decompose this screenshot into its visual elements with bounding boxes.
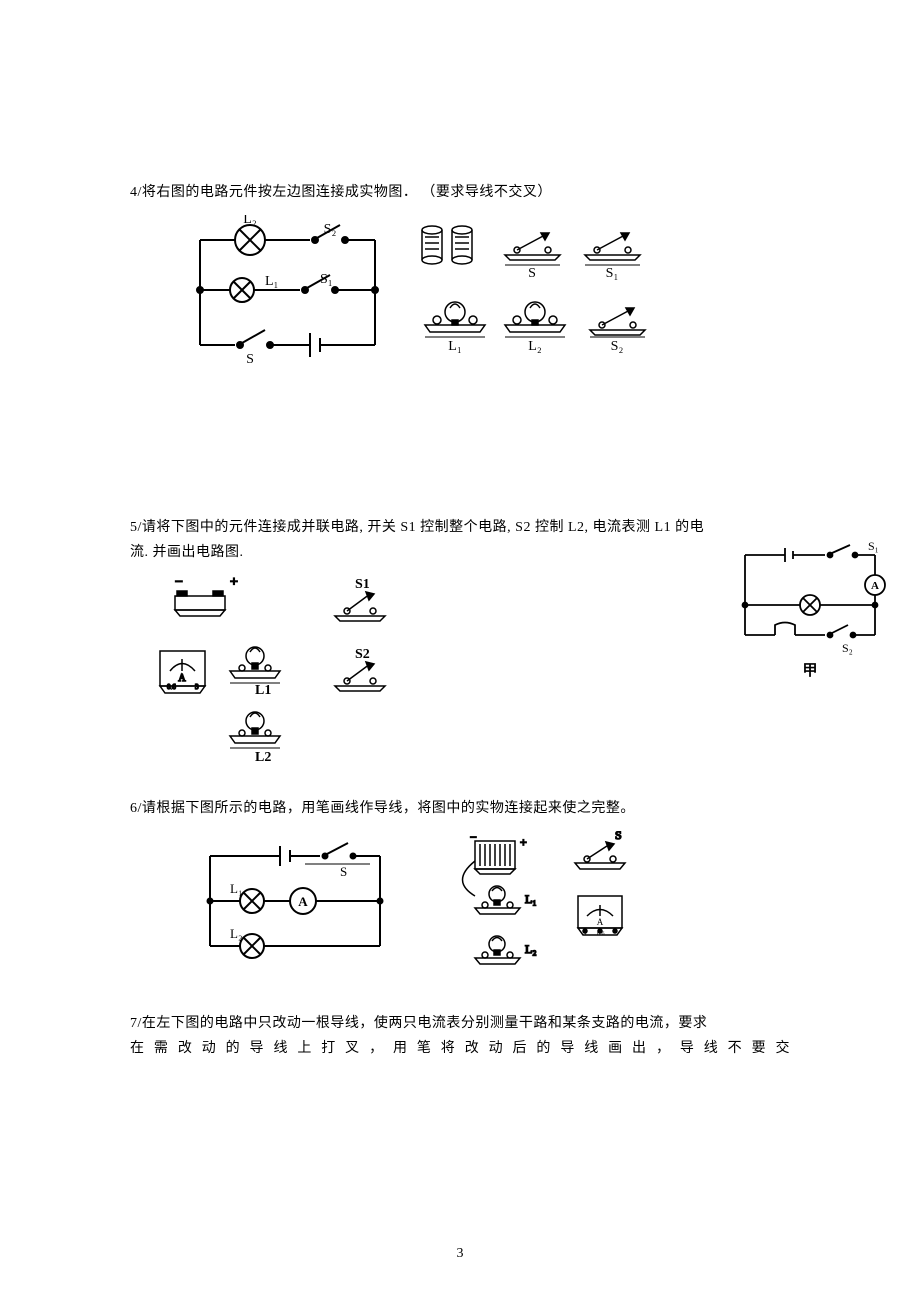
p6p-L1: L₁	[525, 892, 537, 906]
problem-5: 5/请将下图中的元件连接成并联电路, 开关 S1 控制整个电路, S2 控制 L…	[130, 515, 790, 765]
comp-label-L2: L₂	[528, 339, 542, 354]
problem-5-text: 5/请将下图中的元件连接成并联电路, 开关 S1 控制整个电路, S2 控制 L…	[130, 515, 790, 565]
problem-6-figures: A L₁ L₂ S	[190, 831, 790, 981]
comp5-S1: S1	[355, 577, 370, 592]
label-S1: S₁	[320, 272, 333, 287]
page-number: 3	[457, 1246, 464, 1262]
svg-text:0.6: 0.6	[167, 683, 176, 691]
svg-text:3: 3	[195, 683, 199, 691]
comp-label-S: S	[528, 266, 536, 281]
comp5-L1: L1	[255, 683, 271, 698]
problem-5-line1: 5/请将下图中的元件连接成并联电路, 开关 S1 控制整个电路, S2 控制 L…	[130, 520, 704, 535]
svg-text:−: −	[175, 576, 183, 590]
side-S1: S₁	[868, 540, 879, 553]
problem-7: 7/在左下图的电路中只改动一根导线，使两只电流表分别测量干路和某条支路的电流，要…	[130, 1011, 790, 1061]
svg-text:A: A	[871, 580, 879, 592]
problem-4: 4/将右图的电路元件按左边图连接成实物图． （要求导线不交叉）	[130, 180, 790, 365]
svg-text:+: +	[520, 835, 527, 849]
problem-7-line2: 在 需 改 动 的 导 线 上 打 叉 ， 用 笔 将 改 动 后 的 导 线 …	[130, 1036, 790, 1061]
comp-label-S2: S₂	[611, 339, 624, 354]
problem-7-line1: 7/在左下图的电路中只改动一根导线，使两只电流表分别测量干路和某条支路的电流，要…	[130, 1016, 707, 1031]
svg-text:−: −	[470, 831, 477, 844]
comp5-L2: L2	[255, 750, 271, 765]
comp-label-S1: S₁	[606, 266, 619, 281]
side-S2: S₂	[842, 641, 853, 655]
p6-L2: L₂	[230, 926, 242, 941]
p6-S: S	[340, 864, 347, 879]
problem-4-components: S S₁ L₁ L₂ S₂	[410, 215, 690, 365]
comp5-S2: S2	[355, 647, 370, 662]
svg-text:+: +	[230, 576, 238, 590]
problem-4-schematic: L₂ S₂ L₁ S₁ S	[180, 215, 390, 365]
svg-text:A: A	[298, 894, 308, 909]
label-L2: L₂	[243, 215, 257, 227]
problem-6-text: 6/请根据下图所示的电路，用笔画线作导线，将图中的实物连接起来使之完整。	[130, 796, 790, 821]
problem-5-side-schematic: A	[730, 540, 890, 685]
label-L1: L₁	[265, 274, 278, 289]
side-caption: 甲	[802, 662, 817, 679]
problem-4-figures: L₂ S₂ L₁ S₁ S	[180, 215, 790, 365]
problem-5-components: − +	[145, 576, 425, 766]
comp-label-L1: L₁	[448, 339, 461, 354]
svg-text:A: A	[597, 917, 604, 927]
problem-7-text: 7/在左下图的电路中只改动一根导线，使两只电流表分别测量干路和某条支路的电流，要…	[130, 1011, 790, 1061]
label-S2: S₂	[324, 222, 337, 237]
problem-6: 6/请根据下图所示的电路，用笔画线作导线，将图中的实物连接起来使之完整。	[130, 796, 790, 981]
label-S: S	[246, 352, 254, 365]
p6p-L2: L₂	[525, 942, 537, 956]
problem-5-line2: 流. 并画出电路图.	[130, 545, 244, 560]
problem-6-schematic: A L₁ L₂ S	[190, 831, 400, 971]
problem-6-pictorial: − + S	[420, 831, 660, 981]
problem-4-text: 4/将右图的电路元件按左边图连接成实物图． （要求导线不交叉）	[130, 180, 790, 205]
problem-5-figures: − +	[130, 576, 790, 766]
svg-text:A: A	[178, 673, 186, 684]
p6p-S: S	[615, 831, 622, 842]
p6-L1: L₁	[230, 881, 242, 896]
